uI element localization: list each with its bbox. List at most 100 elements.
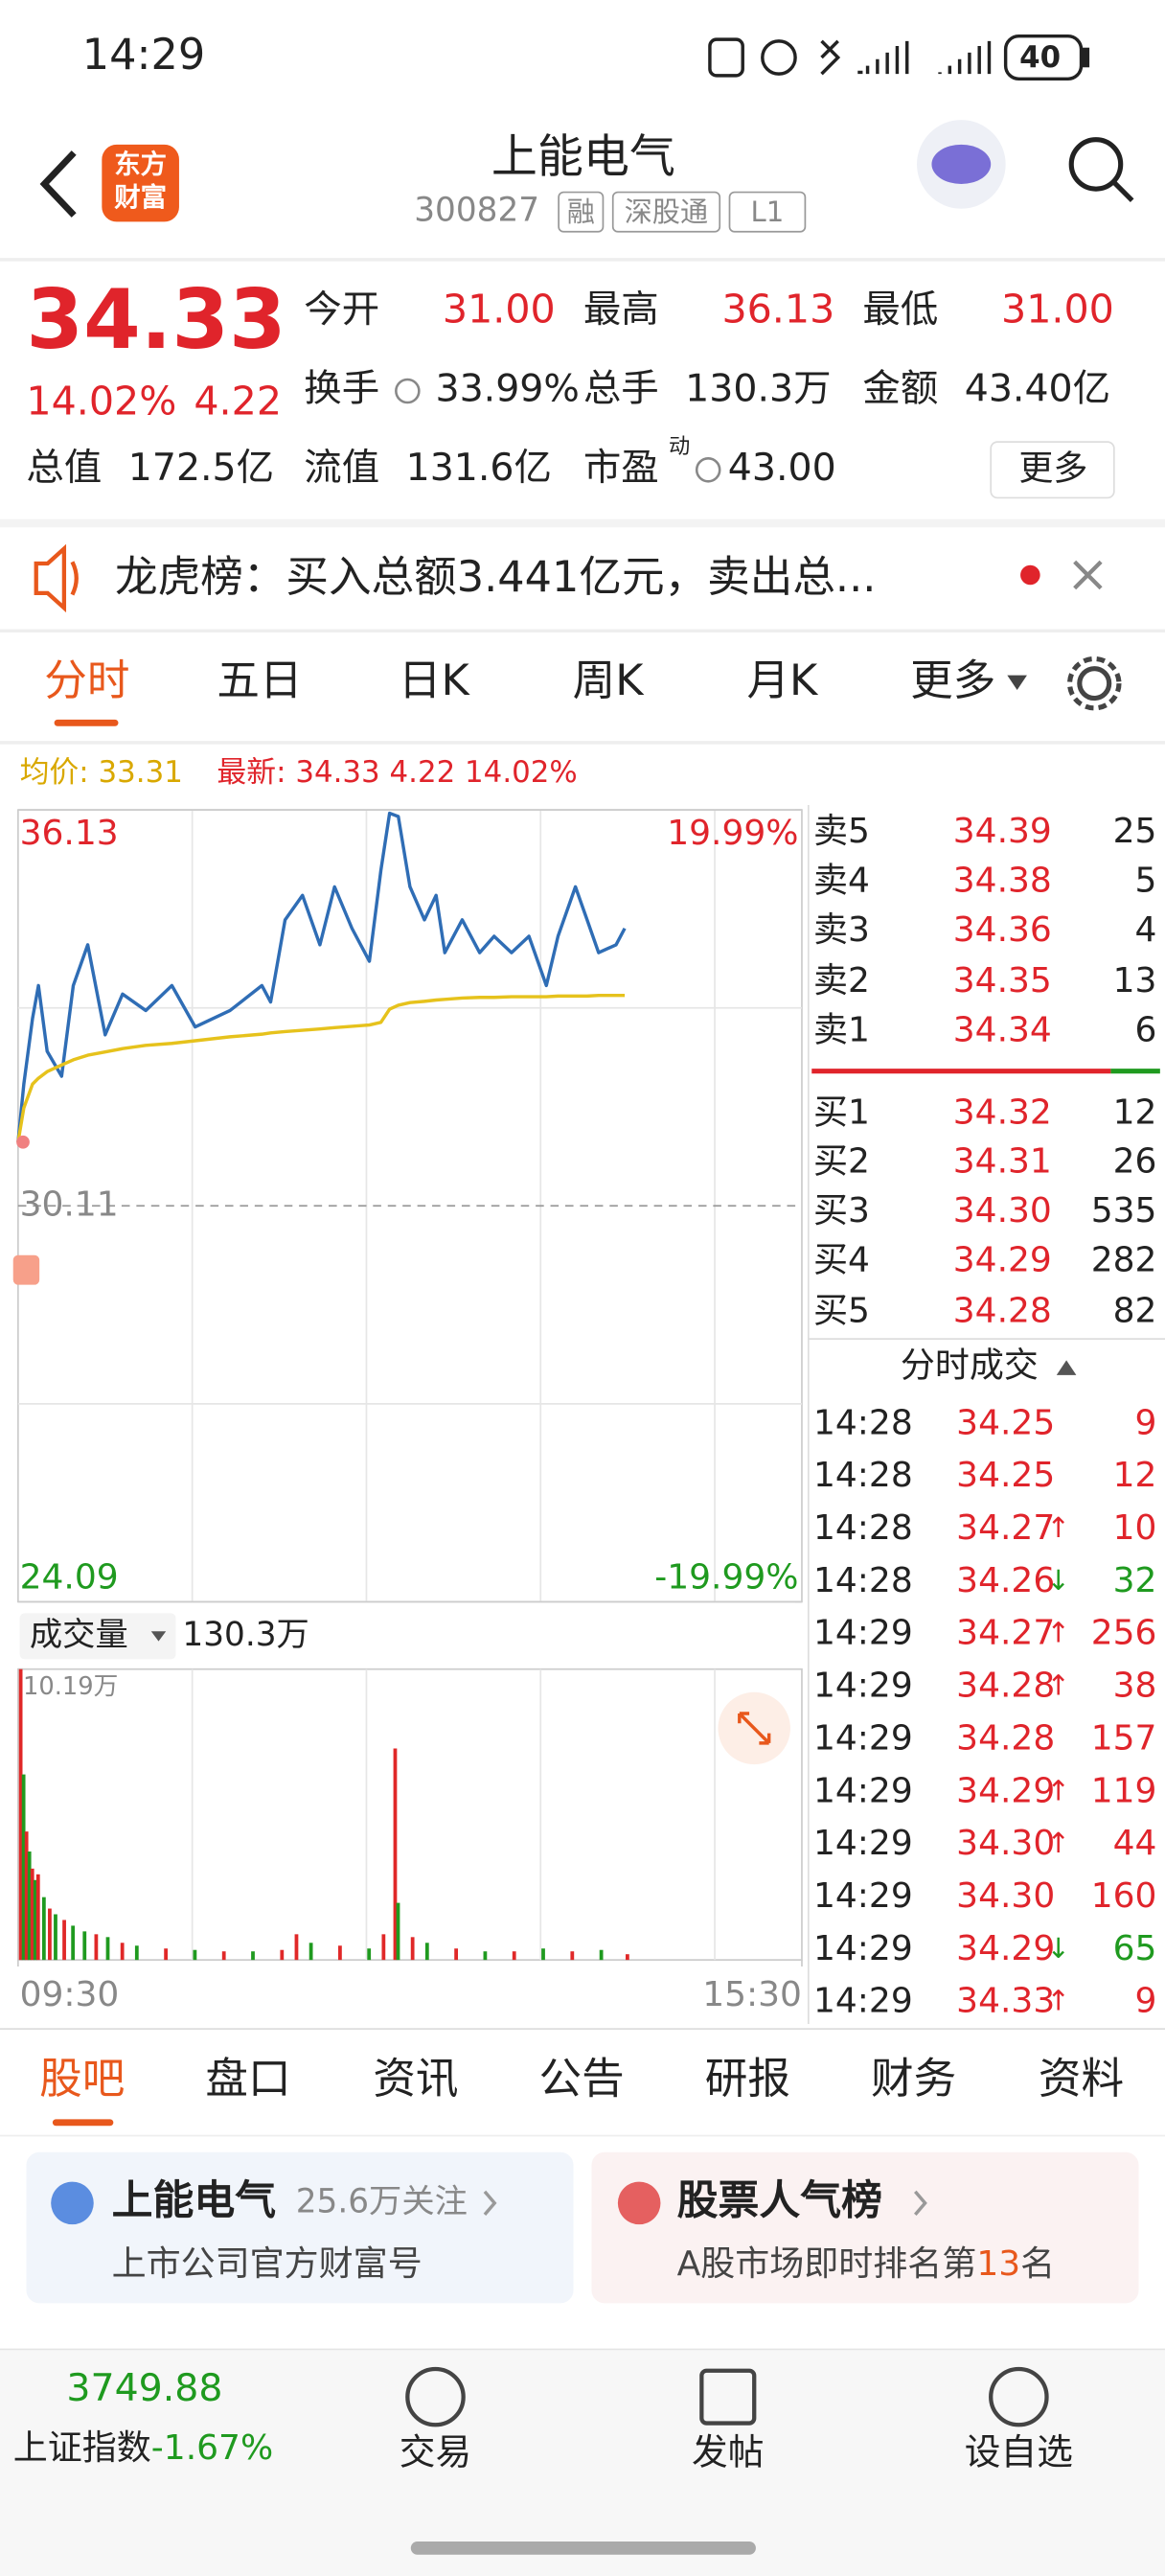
assistant-face (931, 144, 992, 184)
close-notice[interactable] (1073, 560, 1103, 590)
card-title[interactable]: 上能电气 (112, 2176, 276, 2224)
company-card[interactable] (26, 2151, 574, 2304)
trade-arrow: ↑ (1047, 1827, 1070, 1859)
price-line (16, 811, 627, 1142)
trades-title[interactable]: 分时成交 (901, 1346, 1039, 1385)
volume-selector-label[interactable]: 成交量 (30, 1616, 128, 1654)
trade-price: 34.33 (956, 1982, 1055, 2021)
volume-bar (221, 1951, 226, 1961)
trade-time: 14:29 (813, 1876, 913, 1916)
content-tab[interactable]: 研报 (705, 2054, 790, 2104)
volume-bar (570, 1951, 575, 1961)
order-price: 34.35 (953, 961, 1052, 1000)
volume-bar (308, 1943, 313, 1961)
stock-tag (728, 191, 807, 233)
info-icon[interactable] (695, 457, 721, 483)
index-value[interactable]: 3749.88 (66, 2366, 222, 2410)
more-button[interactable] (990, 441, 1115, 499)
volume-bar (24, 1831, 29, 1961)
notice-text[interactable]: 龙虎榜：买入总额3.441亿元，卖出总... (115, 552, 876, 602)
popularity-card[interactable] (591, 2151, 1139, 2304)
trade-time: 14:28 (813, 1403, 913, 1442)
volume-bar (82, 1931, 87, 1961)
trade-volume: 44 (1113, 1824, 1157, 1863)
logo-text: 东方 (114, 150, 167, 180)
avg-price-label: 均价: 33.31 (20, 755, 183, 790)
volume-bar (21, 1774, 26, 1961)
content-tab[interactable]: 股吧 (39, 2054, 125, 2104)
trade-time: 14:29 (813, 1614, 913, 1653)
order-level: 卖2 (813, 961, 870, 1000)
back-button[interactable] (39, 150, 77, 218)
volume-bar (62, 1920, 66, 1961)
trade-icon[interactable] (405, 2366, 466, 2427)
search-button[interactable] (1068, 137, 1124, 192)
volume-bar (30, 1868, 34, 1961)
period-tab[interactable]: 周K (573, 656, 646, 705)
nav-label[interactable]: 设自选 (965, 2431, 1073, 2473)
period-tab[interactable]: 更多 (910, 656, 995, 705)
period-tab[interactable]: 分时 (44, 656, 129, 705)
volume-bar (48, 1908, 52, 1961)
status-icons (708, 34, 1090, 80)
nav-label[interactable]: 交易 (400, 2431, 471, 2473)
volume-bar (454, 1948, 458, 1961)
volume-bar (134, 1945, 139, 1961)
volume-bar (71, 1925, 76, 1961)
volume-bar (483, 1951, 488, 1961)
trade-price: 34.27 (956, 1508, 1055, 1548)
order-price: 34.34 (953, 1011, 1052, 1050)
card-subtitle: A股市场即时排名第13名 (677, 2244, 1056, 2284)
y-tick-label: 24.09 (20, 1557, 119, 1597)
more-button-label[interactable]: 更多 (1018, 448, 1087, 488)
trade-time: 14:29 (813, 1982, 913, 2021)
volume-bar (33, 1879, 37, 1961)
nav-label[interactable]: 发帖 (692, 2431, 764, 2473)
order-level: 买1 (813, 1092, 870, 1132)
card-title[interactable]: 股票人气榜 (677, 2176, 882, 2224)
content-tab[interactable]: 资料 (1039, 2054, 1124, 2104)
trade-price: 34.30 (956, 1824, 1055, 1863)
unread-dot (1020, 564, 1040, 586)
order-level: 卖4 (813, 862, 870, 901)
volume-bar (393, 1748, 398, 1961)
order-volume: 4 (1135, 910, 1157, 950)
post-icon[interactable] (699, 2368, 757, 2426)
period-tab[interactable]: 日K (399, 656, 471, 705)
info-icon[interactable] (395, 378, 421, 404)
volume-bar (541, 1948, 545, 1961)
field-value: 172.5亿 (128, 446, 274, 490)
trade-arrow: ↑ (1047, 1774, 1070, 1806)
trade-volume: 256 (1091, 1614, 1157, 1653)
field-value: 33.99% (435, 367, 579, 411)
stock-tag-label: 融 (567, 196, 595, 228)
trade-volume: 32 (1113, 1561, 1157, 1600)
y2-tick-label: -19.99% (654, 1557, 798, 1597)
period-tab[interactable]: 五日 (217, 656, 302, 705)
latest-price-label: 最新: 34.33 4.22 14.02% (217, 755, 577, 790)
content-tab[interactable]: 公告 (539, 2054, 625, 2104)
field-label: 总手 (583, 367, 659, 411)
volume-bar (94, 1934, 99, 1961)
price-line (16, 993, 626, 1143)
app-logo[interactable] (102, 144, 179, 222)
content-tab[interactable]: 财务 (871, 2054, 956, 2104)
company-icon (51, 2181, 94, 2225)
order-price: 34.30 (953, 1191, 1052, 1230)
field-label: 流值 (304, 446, 379, 490)
content-tab[interactable]: 资讯 (373, 2054, 458, 2104)
card-subtitle: 上市公司官方财富号 (112, 2244, 423, 2284)
content-tab[interactable]: 盘口 (205, 2054, 290, 2104)
index-name[interactable]: 上证指数 (13, 2428, 151, 2468)
trade-arrow: ↑ (1047, 1617, 1070, 1649)
period-tab[interactable]: 月K (746, 656, 819, 705)
settings-button[interactable] (1077, 666, 1112, 702)
order-level: 卖1 (813, 1011, 870, 1050)
volume-bar (18, 1668, 23, 1961)
watchlist-icon[interactable] (989, 2366, 1049, 2427)
trade-volume: 9 (1135, 1982, 1157, 2021)
x-tick-label: 15:30 (702, 1975, 802, 2014)
volume-selector[interactable] (19, 1613, 176, 1660)
order-level: 买4 (813, 1241, 870, 1280)
field-value: 36.13 (721, 287, 834, 333)
